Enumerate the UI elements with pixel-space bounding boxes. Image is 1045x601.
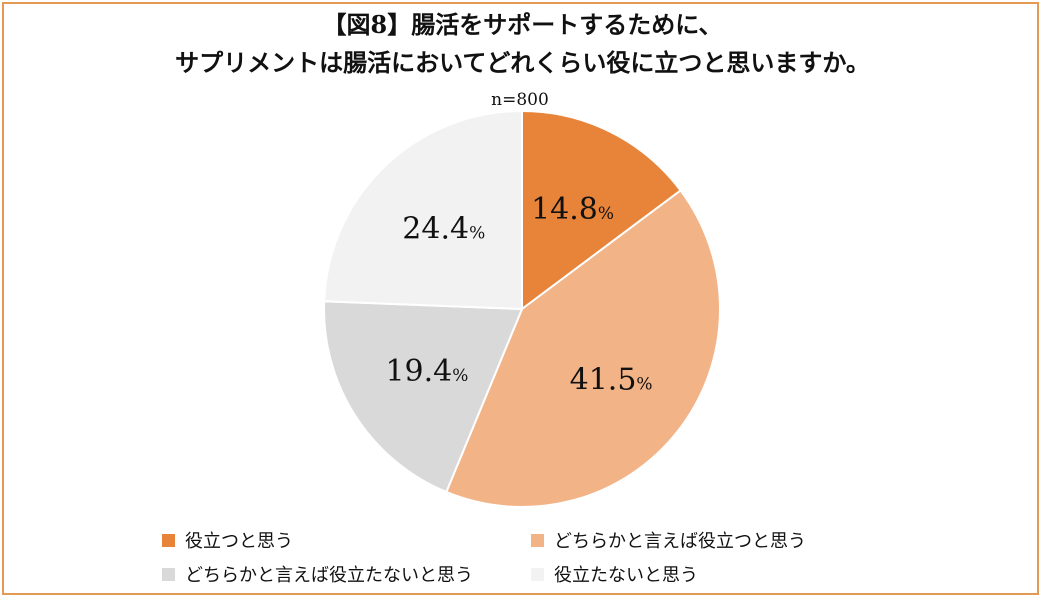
pie-data-label-4: 24.4% (402, 212, 485, 247)
pie-slice-3 (323, 300, 524, 494)
pie-slice-4 (323, 109, 523, 311)
legend-label-2: どちらかと言えば役立つと思う (554, 531, 806, 552)
legend-label-4: 役立たないと思う (554, 565, 698, 586)
chart-subtitle: サプリメントは腸活においてどれくらい役に立つと思いますか。 (175, 48, 870, 77)
legend-label-3: どちらかと言えば役立たないと思う (185, 565, 473, 586)
legend-swatch-2 (531, 533, 544, 547)
pie-slice-2 (444, 189, 721, 508)
legend-item-2: どちらかと言えば役立つと思う (531, 528, 806, 552)
legend-item-4: 役立たないと思う (531, 562, 698, 586)
pie-data-label-3: 19.4% (385, 354, 468, 389)
legend-swatch-4 (531, 567, 544, 581)
sample-size-label: n=800 (491, 90, 549, 110)
legend-item-1: 役立つと思う (162, 528, 293, 552)
pie-data-label-1: 14.8% (531, 192, 614, 227)
pie-slice-1 (521, 109, 683, 311)
legend-item-3: どちらかと言えば役立たないと思う (162, 562, 473, 586)
legend-swatch-3 (162, 567, 175, 581)
chart-title: 【図8】腸活をサポートするために、 (322, 10, 723, 39)
legend-swatch-1 (162, 533, 175, 547)
pie-data-label-2: 41.5% (570, 362, 653, 397)
legend-label-1: 役立つと思う (185, 531, 293, 552)
